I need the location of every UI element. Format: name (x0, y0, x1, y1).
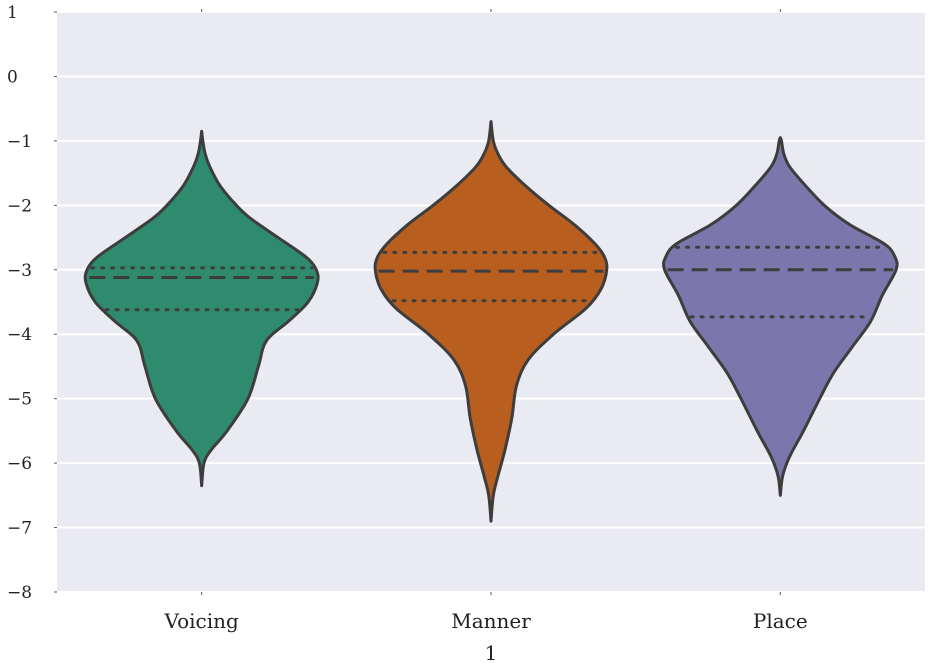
violin-body (373, 120, 609, 523)
y-tick-label: −2 (7, 196, 32, 216)
y-tick-label: −4 (7, 325, 32, 345)
y-tick-label: −6 (7, 454, 32, 474)
x-axis-ticks: Voicing Manner Place (164, 9, 808, 633)
y-tick-label: −7 (7, 519, 32, 539)
y-axis-ticks: 1 0 −1 −2 −3 −4 −5 −6 −7 −8 (7, 3, 57, 603)
y-tick-label: −8 (7, 583, 32, 603)
category-label: Manner (451, 609, 531, 633)
y-tick-label: −1 (7, 132, 32, 152)
y-tick-label: −3 (7, 261, 32, 281)
violins (83, 120, 899, 523)
x-axis-label: 1 (485, 641, 498, 665)
y-tick-label: 0 (7, 67, 18, 87)
y-tick-label: 1 (7, 3, 18, 23)
violin-body (83, 129, 320, 488)
category-label: Place (753, 609, 808, 633)
category-label: Voicing (164, 609, 240, 633)
y-tick-label: −5 (7, 390, 32, 410)
